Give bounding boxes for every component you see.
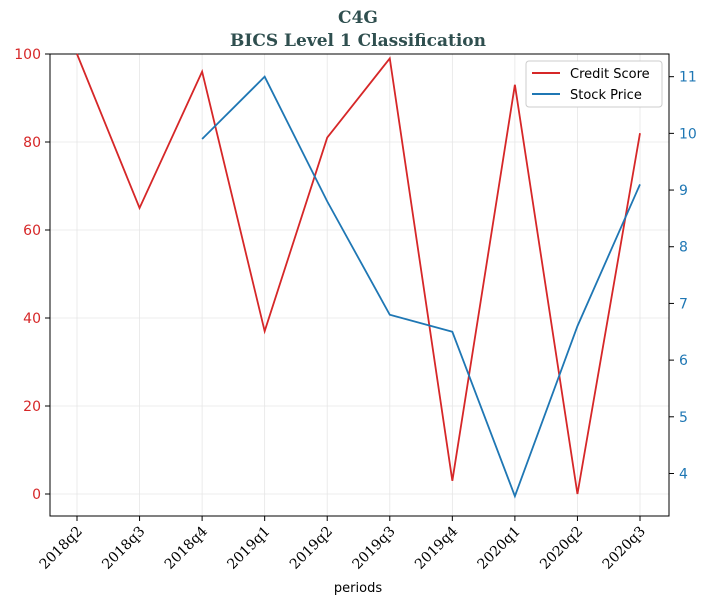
y-left-tick-label: 0 [32,487,41,503]
y-axis-right: 4 5 6 7 8 9 10 11 [669,70,697,482]
y-axis-left: 0 20 40 60 80 100 [14,47,50,503]
x-axis: 2018q2 2018q3 2018q4 2019q1 2019q2 2019q3 2019… [37,516,649,573]
y-left-tick-label: 100 [14,47,41,63]
y-right-tick-label: 11 [679,70,697,86]
x-tick-label: 2019q2 [287,524,336,573]
y-right-tick-label: 6 [679,353,688,369]
x-tick-label: 2020q1 [475,524,524,573]
y-right-tick-label: 10 [679,126,697,142]
y-right-tick-label: 9 [679,183,688,199]
x-tick-label: 2020q2 [537,524,586,573]
x-tick-label: 2018q3 [99,524,148,573]
x-tick-label: 2020q3 [600,524,649,573]
y-right-tick-label: 8 [679,240,688,256]
y-left-tick-label: 40 [23,311,41,327]
series-line-stock-price [201,75,641,499]
x-axis-label: periods [334,581,382,596]
y-right-tick-label: 5 [679,410,688,426]
series-layer [76,53,641,499]
x-tick-label: 2019q1 [224,524,273,573]
x-tick-label: 2019q4 [412,523,461,572]
plot-area-frame [49,53,670,517]
legend: Credit Score Stock Price [525,60,663,108]
x-tick-label: 2018q4 [162,523,211,572]
chart-title: C4G [338,8,378,28]
y-left-tick-label: 80 [23,135,41,151]
y-left-tick-label: 20 [23,399,41,415]
grid [50,53,669,516]
y-left-tick-label: 60 [23,223,41,239]
legend-label-credit-score: Credit Score [570,67,650,82]
legend-label-stock-price: Stock Price [570,88,642,103]
chart-subtitle: BICS Level 1 Classification [230,31,486,51]
x-tick-label: 2018q2 [37,524,86,573]
series-line-credit-score [76,53,641,495]
y-right-tick-label: 7 [679,296,688,312]
x-tick-label: 2019q3 [349,524,398,573]
y-right-tick-label: 4 [679,466,688,482]
